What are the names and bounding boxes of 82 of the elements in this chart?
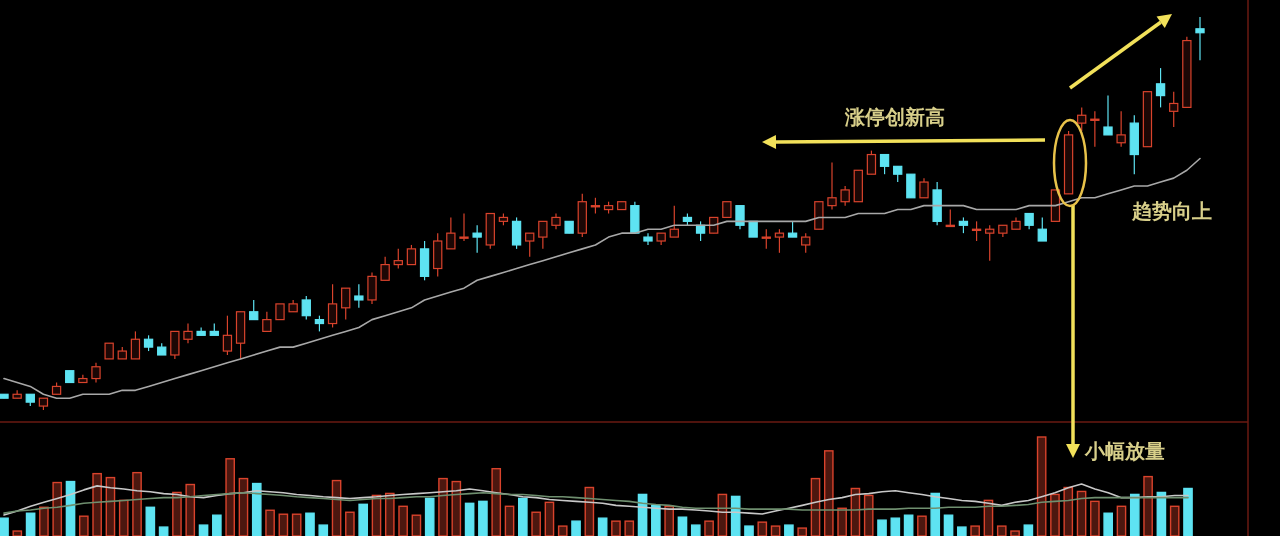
bar: [411, 514, 422, 536]
bar: [451, 480, 462, 536]
bar: [597, 517, 608, 536]
bar: [79, 515, 89, 536]
bar: [1023, 524, 1034, 536]
bar: [345, 511, 355, 536]
bar: [305, 512, 315, 536]
bar: [1076, 490, 1087, 536]
bar: [25, 512, 36, 536]
bar: [797, 527, 808, 536]
bar: [571, 520, 581, 536]
bar: [1063, 486, 1074, 536]
bar: [1103, 512, 1114, 536]
bar: [118, 499, 129, 536]
bar: [557, 525, 568, 536]
bar: [518, 497, 528, 536]
bar: [212, 514, 222, 536]
bar: [903, 514, 914, 536]
bar: [1036, 436, 1047, 536]
bar: [438, 477, 448, 536]
bar: [863, 494, 874, 536]
bar: [318, 524, 329, 536]
bar: [1116, 505, 1127, 536]
bar: [664, 505, 674, 536]
bar: [251, 482, 262, 536]
bar: [291, 513, 302, 536]
bar: [784, 524, 794, 536]
bar: [677, 516, 688, 536]
bar: [757, 521, 768, 536]
bar: [770, 525, 781, 536]
bar: [225, 458, 235, 536]
bar: [358, 503, 369, 536]
bar: [265, 509, 275, 536]
bar: [398, 505, 408, 536]
bar: [92, 472, 102, 536]
bar: [185, 483, 196, 536]
bar: [957, 526, 967, 536]
bar: [145, 506, 156, 536]
bar: [996, 525, 1007, 536]
bar: [478, 500, 488, 536]
bar: [1090, 500, 1100, 536]
bar: [970, 525, 980, 536]
bar: [730, 495, 741, 536]
bar: [424, 497, 435, 536]
annotation: 小幅放量: [1084, 439, 1165, 463]
bar: [504, 505, 515, 536]
bar: [464, 502, 475, 536]
annotation: 趋势向上: [1131, 199, 1212, 223]
bar: [172, 491, 182, 536]
bar: [930, 492, 941, 536]
bar: [198, 524, 209, 536]
bar: [837, 507, 847, 536]
annotation: 涨停创新高: [844, 105, 945, 129]
bar: [704, 520, 714, 536]
bar: [531, 511, 541, 536]
bar: [39, 506, 49, 536]
bar: [0, 517, 9, 536]
bar: [651, 504, 661, 536]
bar: [1143, 475, 1153, 536]
bar: [823, 450, 834, 536]
bar: [624, 520, 635, 536]
bar: [744, 525, 754, 536]
bar: [1183, 487, 1193, 536]
bar: [1129, 493, 1140, 536]
bar: [1010, 530, 1020, 536]
bar: [877, 519, 887, 536]
bar: [12, 530, 23, 536]
bar: [544, 501, 555, 536]
bar: [943, 514, 954, 536]
bar: [278, 513, 289, 536]
bar: [52, 481, 63, 536]
bar: [238, 477, 249, 536]
bar: [1169, 505, 1180, 536]
bar: [1050, 493, 1060, 536]
bar: [890, 517, 901, 536]
bar: [690, 524, 701, 536]
bar: [611, 520, 621, 536]
bar: [917, 515, 927, 536]
bar: [384, 492, 395, 536]
bar: [132, 471, 142, 536]
bar: [491, 467, 502, 536]
bar: [158, 526, 169, 536]
